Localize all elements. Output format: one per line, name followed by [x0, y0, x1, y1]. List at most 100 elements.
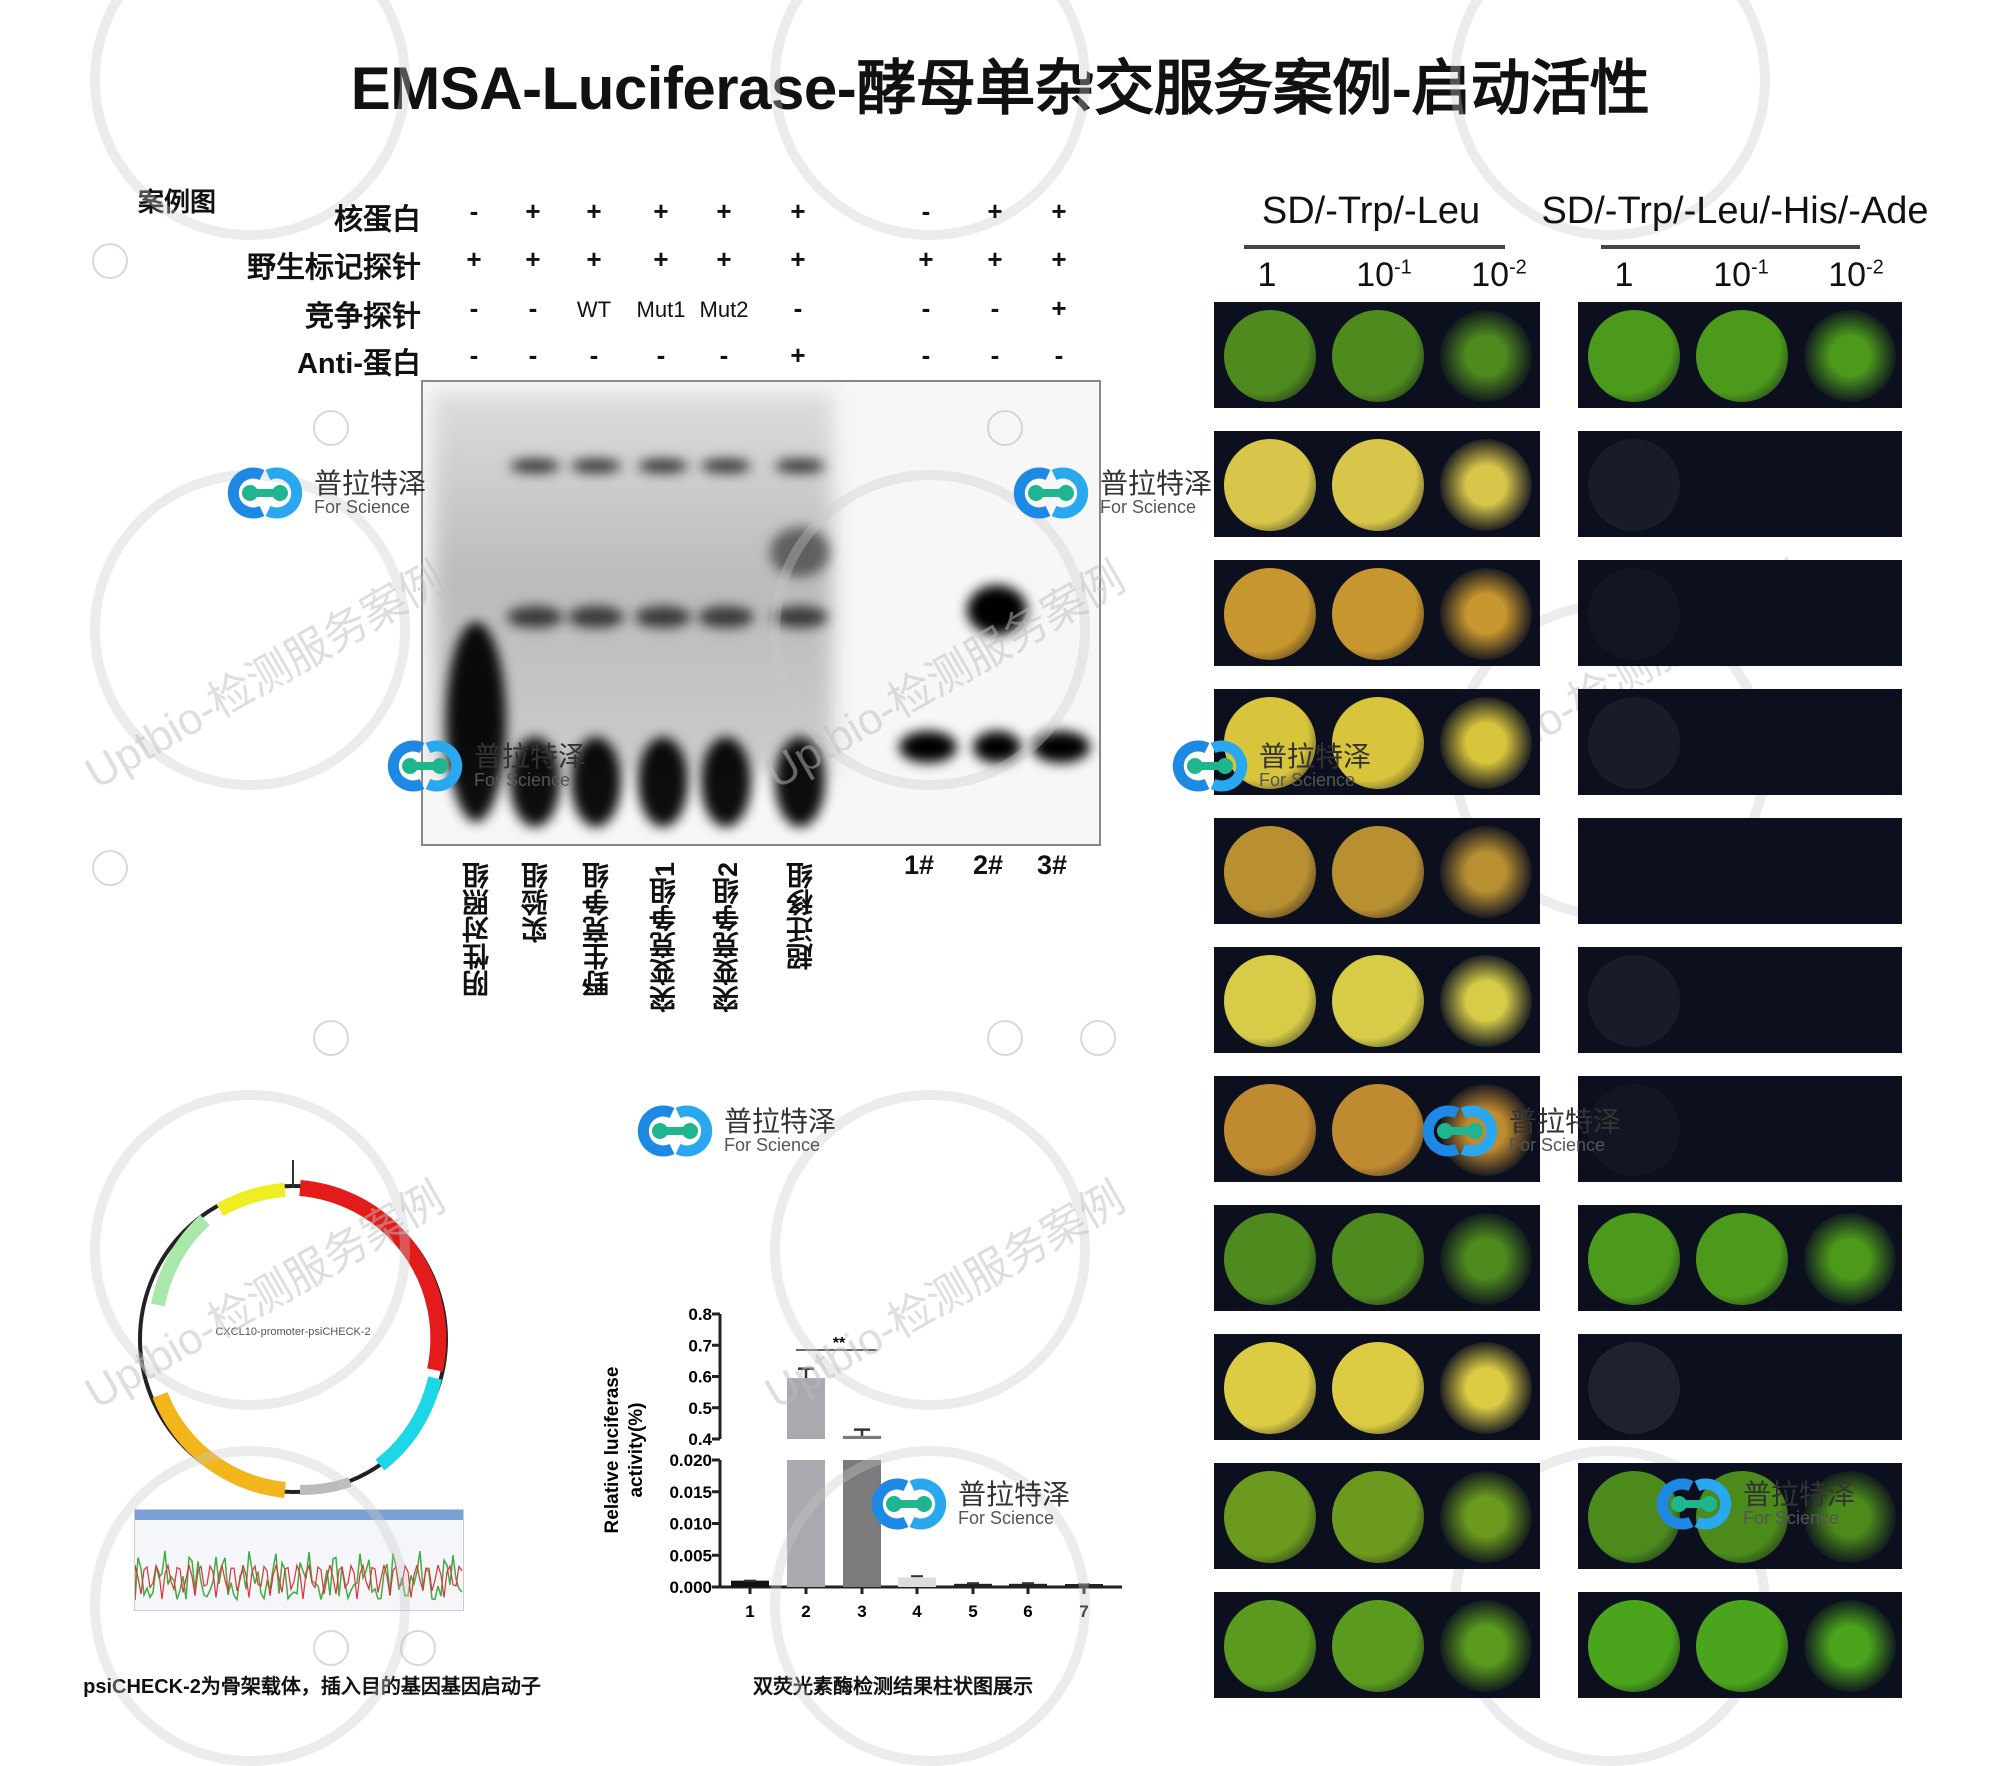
emsa-cell: + [653, 196, 669, 226]
gel-band [446, 622, 506, 822]
gel-band [510, 459, 560, 473]
sample-label: 3# [1037, 850, 1068, 880]
yeast-spot [1440, 955, 1532, 1047]
yeast-spot [1804, 1600, 1896, 1692]
gel-band [638, 459, 688, 473]
emsa-cell: - [528, 340, 538, 370]
emsa-cell: + [525, 244, 541, 274]
emsa-cell: + [1051, 244, 1067, 274]
yeast-spot [1332, 1600, 1424, 1692]
header-underline [1601, 245, 1860, 249]
company-logo: 普拉特泽 For Science [1167, 738, 1371, 794]
gel-band [775, 459, 825, 473]
yeast-plate-row [1578, 302, 1902, 408]
watermark-ring [770, 1446, 1090, 1766]
yeast-spot [1224, 826, 1316, 918]
yeast-spot [1224, 1342, 1316, 1434]
company-logo: 普拉特泽 For Science [1417, 1103, 1621, 1159]
logo-text-cn: 普拉特泽 [1259, 741, 1372, 772]
emsa-row-label: 核蛋白 [333, 204, 421, 236]
yeast-spot [1332, 439, 1424, 531]
emsa-cell: + [716, 196, 732, 226]
yeast-spot [1332, 1342, 1424, 1434]
yeast-plate-row [1578, 947, 1902, 1053]
yeast-spot [1224, 1084, 1316, 1176]
emsa-row-label: 野生标记探针 [246, 252, 421, 284]
yeast-spot [1224, 955, 1316, 1047]
yeast-spot [1332, 310, 1424, 402]
logo-icon [387, 740, 463, 792]
bar [731, 1580, 769, 1587]
logo-text-en: For Science [1259, 770, 1356, 790]
emsa-cell: Mut1 [636, 297, 686, 322]
yeast-spot [1804, 1471, 1896, 1563]
yeast-spot [1440, 1342, 1532, 1434]
emsa-cell: - [528, 293, 538, 323]
logo-text-cn: 普拉特泽 [314, 468, 427, 499]
yeast-plate-row [1214, 818, 1540, 924]
x-tick-label: 1 [745, 1602, 754, 1621]
emsa-cell: - [793, 293, 803, 323]
company-logo: 普拉特泽 For Science [866, 1476, 1070, 1532]
emsa-cell: WT [576, 297, 612, 322]
gel-band [507, 606, 563, 628]
yeast-plate-row [1214, 689, 1540, 795]
yeast-spot [1224, 1213, 1316, 1305]
medium-header: SD/-Trp/-Leu/-His/-Ade [1541, 190, 1929, 232]
lane-label: 突变竞争组1 [650, 862, 680, 1013]
gel-band [568, 606, 624, 628]
emsa-cell: + [987, 244, 1003, 274]
yeast-spot [1440, 1213, 1532, 1305]
yeast-spot [1588, 1213, 1680, 1305]
logo-text-cn: 普拉特泽 [1100, 468, 1213, 499]
gel-band [635, 606, 691, 628]
y-tick-label: 0.010 [669, 1515, 712, 1534]
yeast-spot [1696, 310, 1788, 402]
logo-text-cn: 普拉特泽 [1743, 1479, 1856, 1510]
logo-text-en: For Science [474, 770, 571, 790]
emsa-cell: + [790, 196, 806, 226]
yeast-spot [1332, 1213, 1424, 1305]
yeast-plate-row [1578, 1205, 1902, 1311]
emsa-cell: + [525, 196, 541, 226]
yeast-spot [1588, 697, 1680, 789]
yeast-spot [1224, 1471, 1316, 1563]
yeast-spot [1332, 1084, 1424, 1176]
yeast-spot [1440, 439, 1532, 531]
watermark-dot [400, 1630, 436, 1666]
gel-band [638, 737, 688, 827]
watermark-dot [987, 1020, 1023, 1056]
watermark-ring [90, 1446, 410, 1766]
logo-text-cn: 普拉特泽 [958, 1479, 1071, 1510]
yeast-plate-row [1578, 431, 1902, 537]
logo-text-cn: 普拉特泽 [474, 741, 587, 772]
emsa-cell: + [586, 244, 602, 274]
yeast-plate-row [1214, 1334, 1540, 1440]
yeast-plate-row [1214, 302, 1540, 408]
yeast-spot [1440, 697, 1532, 789]
yeast-plate-row [1214, 1592, 1540, 1698]
yeast-plate-row [1578, 1592, 1902, 1698]
yeast-spot [1588, 1600, 1680, 1692]
yeast-plate-row [1214, 560, 1540, 666]
logo-text-en: For Science [314, 497, 411, 517]
y-tick-label: 0.015 [669, 1483, 712, 1502]
y-axis-label: Relative luciferase activity(%) [602, 1367, 647, 1534]
logo-icon [227, 467, 303, 519]
y-tick-label: 0.6 [688, 1368, 712, 1387]
emsa-cell: - [656, 340, 666, 370]
logo-icon [871, 1478, 947, 1530]
emsa-cell: - [990, 340, 1000, 370]
yeast-spot [1440, 1471, 1532, 1563]
watermark-dot [987, 410, 1023, 446]
emsa-cell: Mut2 [699, 297, 749, 322]
yeast-plate-row [1214, 431, 1540, 537]
emsa-cell: + [1051, 196, 1067, 226]
emsa-cell: + [987, 196, 1003, 226]
logo-text-en: For Science [958, 1508, 1055, 1528]
emsa-cell: - [719, 340, 729, 370]
logo-text-en: For Science [1743, 1508, 1840, 1528]
y-tick-label: 0.4 [688, 1430, 712, 1449]
logo-icon [1172, 740, 1248, 792]
